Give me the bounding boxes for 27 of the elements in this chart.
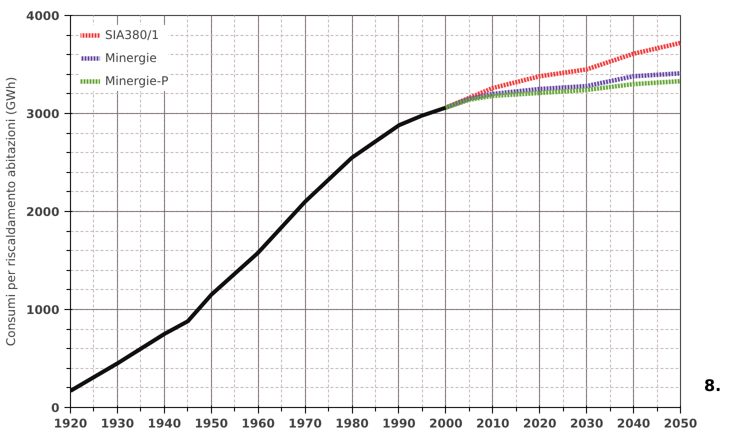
x-tick-label: 1920 bbox=[54, 416, 88, 430]
y-tick-label: 4000 bbox=[26, 9, 60, 23]
x-tick-label: 1940 bbox=[148, 416, 182, 430]
x-tick-label: 2000 bbox=[429, 416, 463, 430]
line-series bbox=[70, 106, 448, 393]
line-series bbox=[444, 78, 680, 110]
y-tick-label: 1000 bbox=[26, 303, 60, 317]
x-tick-label: 1950 bbox=[194, 416, 228, 430]
line-series bbox=[444, 40, 680, 110]
x-tick-label: 2010 bbox=[476, 416, 510, 430]
legend-label: SIA380/1 bbox=[105, 28, 159, 42]
x-tick-label: 1990 bbox=[382, 416, 416, 430]
y-tick-label: 0 bbox=[51, 401, 60, 415]
y-axis-title: Consumi per riscaldamento abitazioni (GWh) bbox=[4, 76, 18, 346]
y-tick-label: 3000 bbox=[26, 107, 60, 121]
x-tick-label: 2020 bbox=[523, 416, 556, 430]
legend-label: Minergie-P bbox=[105, 74, 168, 88]
legend-label: Minergie bbox=[105, 51, 157, 65]
x-tick-label: 2050 bbox=[664, 416, 698, 430]
x-tick-label: 1980 bbox=[335, 416, 369, 430]
x-tick-label: 1960 bbox=[241, 416, 275, 430]
x-tick-label: 2040 bbox=[616, 416, 650, 430]
x-tick-label: 1970 bbox=[288, 416, 322, 430]
text: 8. bbox=[704, 375, 722, 397]
x-tick-label: 1930 bbox=[100, 416, 134, 430]
x-tick-label: 2030 bbox=[570, 416, 604, 430]
y-tick-label: 2000 bbox=[26, 205, 60, 219]
